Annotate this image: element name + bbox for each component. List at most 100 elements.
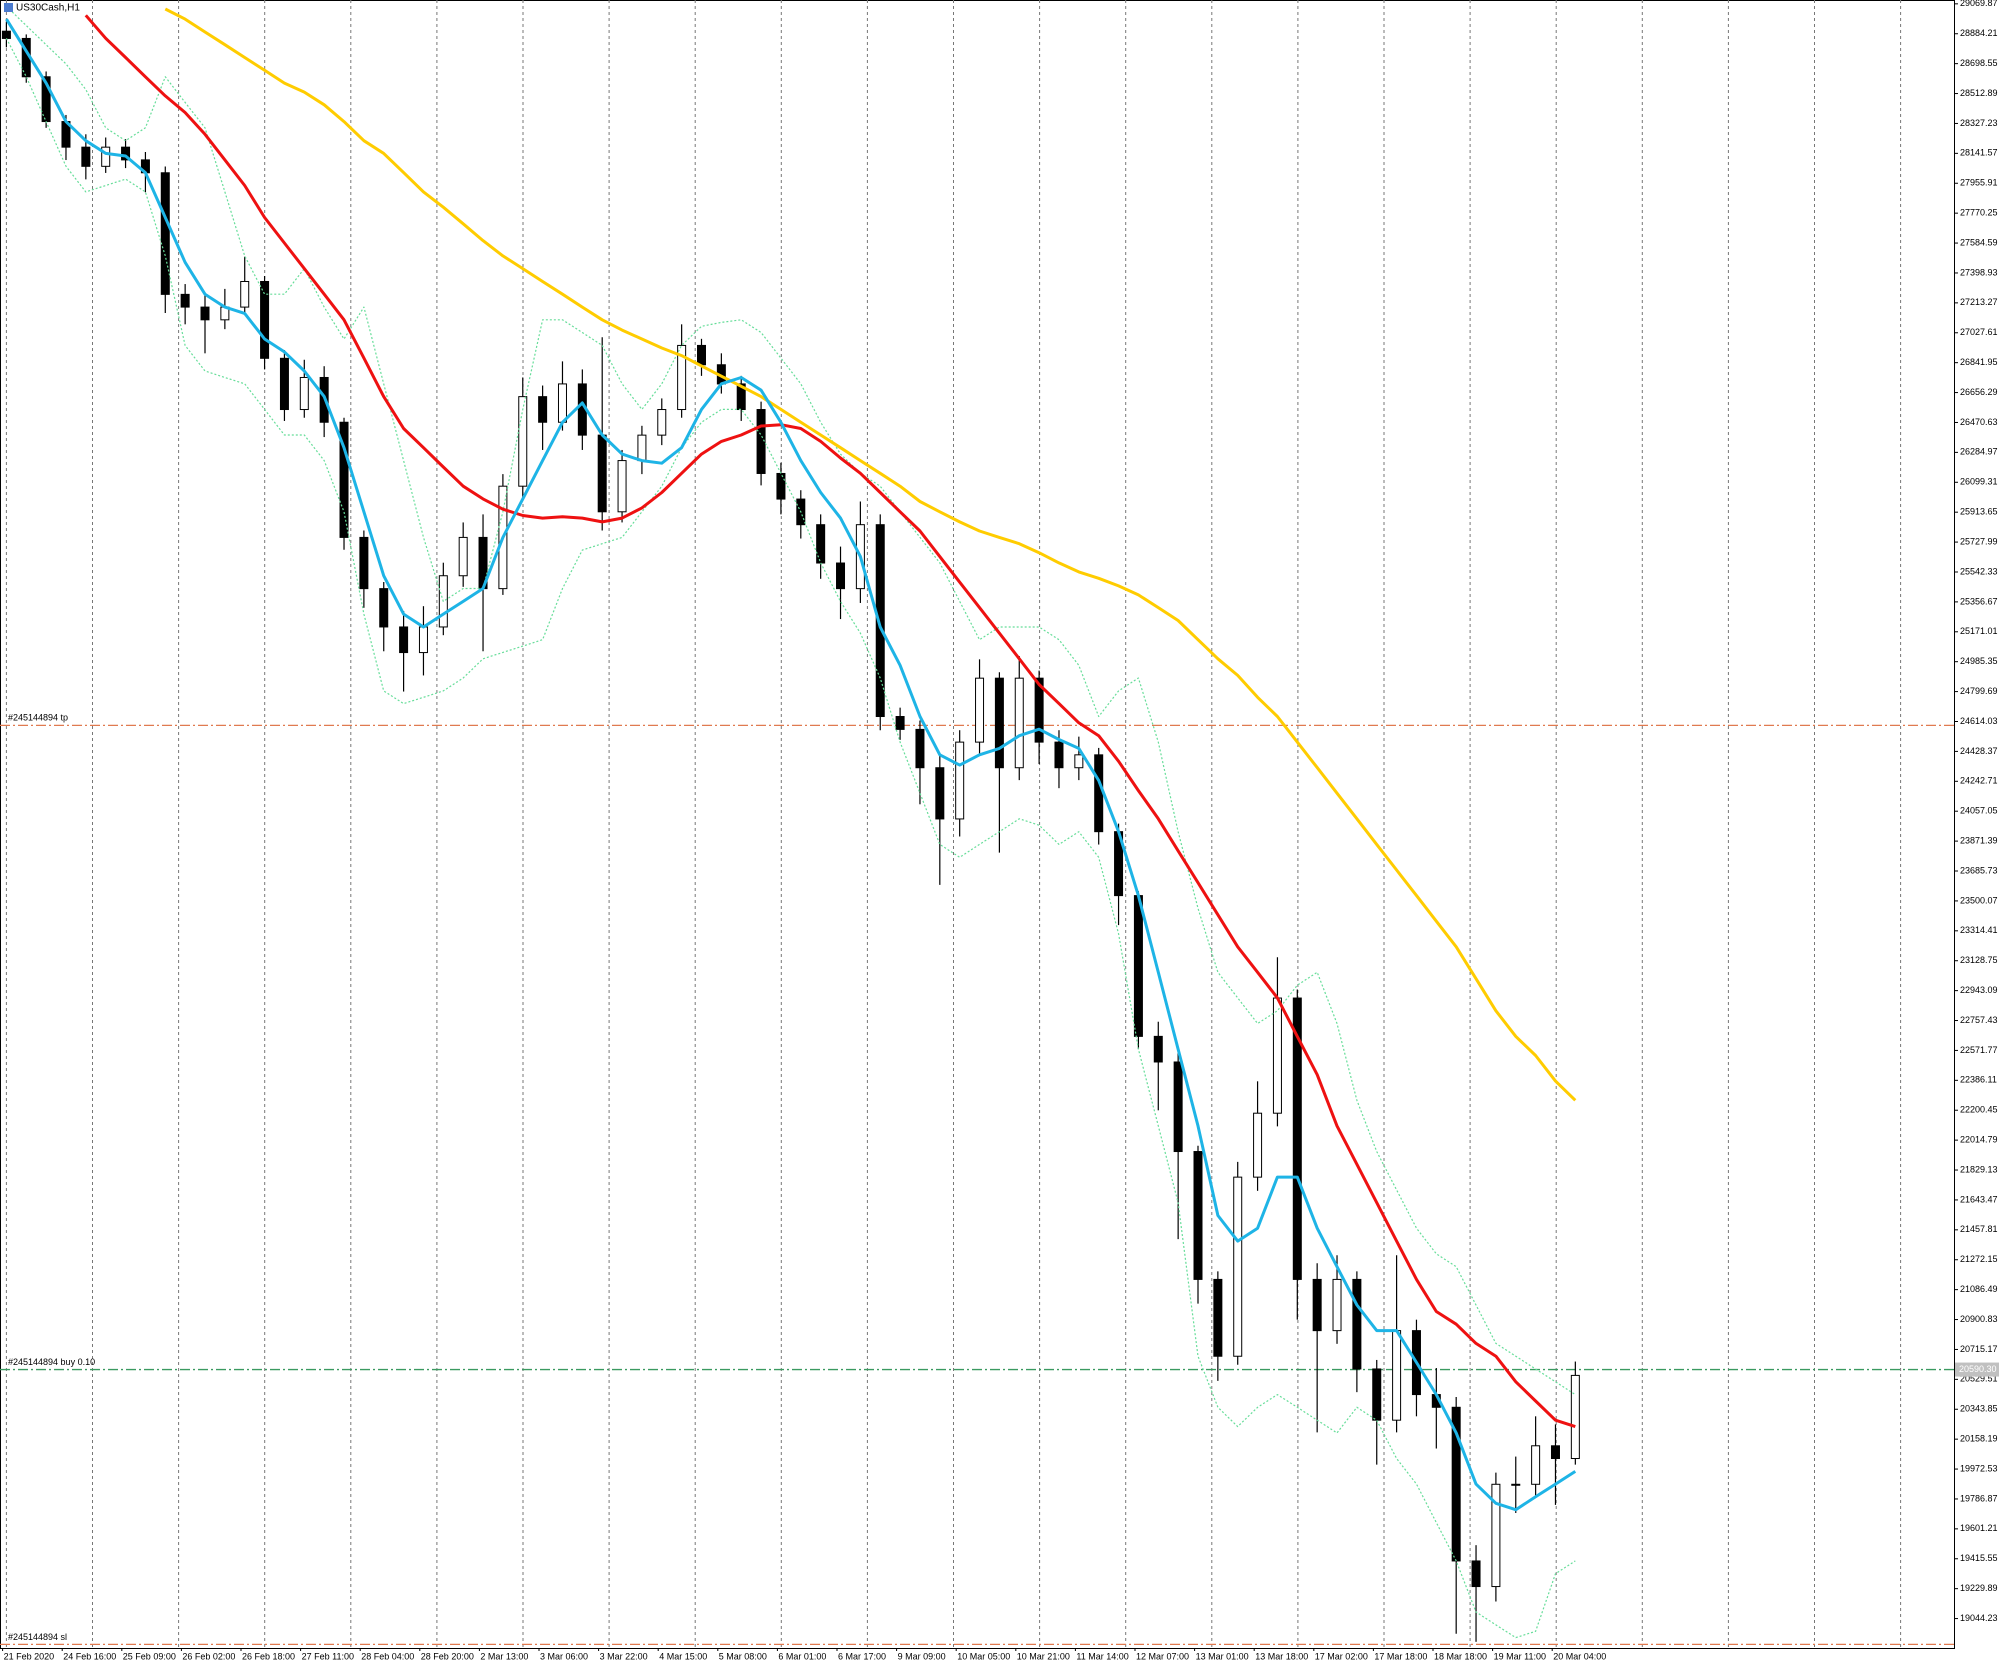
y-tick-label: 19415.55	[1960, 1553, 1998, 1563]
x-tick-label: 6 Mar 01:00	[778, 1651, 826, 1661]
candle-body	[81, 146, 91, 167]
candle-body	[935, 767, 945, 820]
y-tick-label: 19044.23	[1960, 1613, 1998, 1623]
y-tick-label: 22200.45	[1960, 1105, 1998, 1115]
x-tick-label: 26 Feb 18:00	[242, 1651, 295, 1661]
y-tick-label: 19601.21	[1960, 1523, 1998, 1533]
y-tick-label: 23871.39	[1960, 835, 1998, 845]
candle-body	[1471, 1560, 1481, 1588]
symbol-icon	[4, 3, 13, 12]
x-tick-label: 18 Mar 18:00	[1434, 1651, 1487, 1661]
x-tick-label: 19 Mar 11:00	[1494, 1651, 1546, 1661]
candle-body	[1034, 677, 1044, 743]
y-tick-label: 24799.69	[1960, 686, 1998, 696]
candle-body	[697, 344, 706, 366]
candle-body	[1213, 1278, 1223, 1357]
candle-body	[359, 536, 369, 590]
y-tick-label: 21643.47	[1960, 1194, 1998, 1204]
y-tick-label: 28327.23	[1960, 118, 1998, 128]
indicator-line	[84, 14, 1576, 1429]
candle-body	[557, 383, 567, 423]
y-tick-label: 22943.09	[1960, 985, 1998, 995]
candle-body	[637, 434, 647, 462]
candle-body	[994, 677, 1004, 769]
order-level-label: #245144894 tp	[8, 713, 68, 723]
candle-body	[240, 280, 250, 308]
x-tick-label: 13 Mar 01:00	[1196, 1651, 1249, 1661]
x-tick-label: 12 Mar 07:00	[1136, 1651, 1189, 1661]
plot-layer: #245144894 tp #245144894 buy 0.10 #2451448…	[0, 5, 1954, 1646]
order-level-label: #245144894 sl	[8, 1632, 67, 1642]
indicator-line	[5, 5, 1576, 1396]
y-tick-label: 19786.87	[1960, 1493, 1998, 1503]
indicator-line	[5, 18, 1577, 1512]
candle-body	[1133, 895, 1143, 1037]
candle-body	[200, 306, 210, 321]
y-tick-label: 22571.77	[1960, 1045, 1998, 1055]
candle-body	[101, 146, 111, 167]
candle-body	[657, 409, 667, 436]
candle-body	[1153, 1035, 1163, 1063]
candle-body	[1392, 1330, 1402, 1421]
candle-body	[1, 30, 11, 39]
y-tick-label: 20715.17	[1960, 1344, 1998, 1354]
y-tick-label: 27584.59	[1960, 237, 1998, 247]
y-tick-label: 27213.27	[1960, 297, 1998, 307]
candle-body	[816, 524, 826, 564]
candle-body	[1094, 754, 1104, 833]
candle-body	[776, 472, 786, 500]
y-tick-label: 23500.07	[1960, 895, 1998, 905]
candle-body	[955, 741, 965, 820]
y-tick-label: 23314.41	[1960, 925, 1998, 935]
price-label: 20590.30	[1959, 1364, 1997, 1374]
price-label-box	[1955, 1362, 1999, 1377]
y-tick-label: 22757.43	[1960, 1015, 1998, 1025]
y-tick-label: 20343.85	[1960, 1404, 1998, 1414]
y-tick-label: 28884.21	[1960, 28, 1998, 38]
y-tick-label: 27398.93	[1960, 267, 1998, 277]
x-tick-label: 20 Mar 04:00	[1553, 1651, 1606, 1661]
y-tick-label: 24985.35	[1960, 656, 1998, 666]
candle-body	[339, 421, 349, 538]
candle-body	[975, 677, 985, 743]
candle-body	[518, 396, 528, 487]
x-tick-label: 6 Mar 17:00	[838, 1651, 886, 1661]
candle-body	[399, 626, 409, 654]
y-tick-label: 20900.83	[1960, 1314, 1998, 1324]
x-tick-label: 26 Feb 02:00	[182, 1651, 235, 1661]
y-tick-label: 25171.01	[1960, 626, 1998, 636]
candle-body	[1550, 1445, 1560, 1460]
order-level-label: #245144894 buy 0.10	[8, 1357, 95, 1367]
y-tick-label: 27770.25	[1960, 208, 1998, 218]
y-tick-label: 24428.37	[1960, 746, 1998, 756]
candle-body	[1253, 1112, 1263, 1178]
y-tick-label: 19229.89	[1960, 1583, 1998, 1593]
candle-body	[1054, 741, 1064, 769]
y-tick-label: 29069.87	[1960, 0, 1998, 8]
chart-title: US30Cash,H1	[16, 3, 80, 14]
x-tick-label: 17 Mar 02:00	[1315, 1651, 1368, 1661]
y-tick-label: 20158.19	[1960, 1434, 1998, 1444]
indicator-line	[164, 7, 1577, 1102]
candle-body	[299, 376, 309, 411]
candle-body	[1272, 997, 1282, 1114]
candle-body	[836, 562, 846, 590]
candle-body	[1233, 1176, 1243, 1357]
x-tick-label: 9 Mar 09:00	[898, 1651, 946, 1661]
x-tick-label: 24 Feb 16:00	[63, 1651, 116, 1661]
candle-body	[160, 172, 170, 295]
y-tick-label: 23128.75	[1960, 955, 1998, 965]
indicator-line	[5, 38, 1576, 1639]
x-tick-label: 27 Feb 11:00	[302, 1651, 354, 1661]
x-tick-label: 28 Feb 04:00	[361, 1651, 414, 1661]
y-tick-label: 22014.79	[1960, 1135, 1998, 1145]
y-tick-label: 24057.05	[1960, 806, 1998, 816]
candle-body	[1173, 1061, 1183, 1153]
candle-body	[180, 293, 190, 308]
candle-body	[756, 409, 766, 474]
candle-body	[915, 728, 925, 769]
y-tick-label: 26656.29	[1960, 387, 1998, 397]
x-tick-label: 25 Feb 09:00	[123, 1651, 176, 1661]
